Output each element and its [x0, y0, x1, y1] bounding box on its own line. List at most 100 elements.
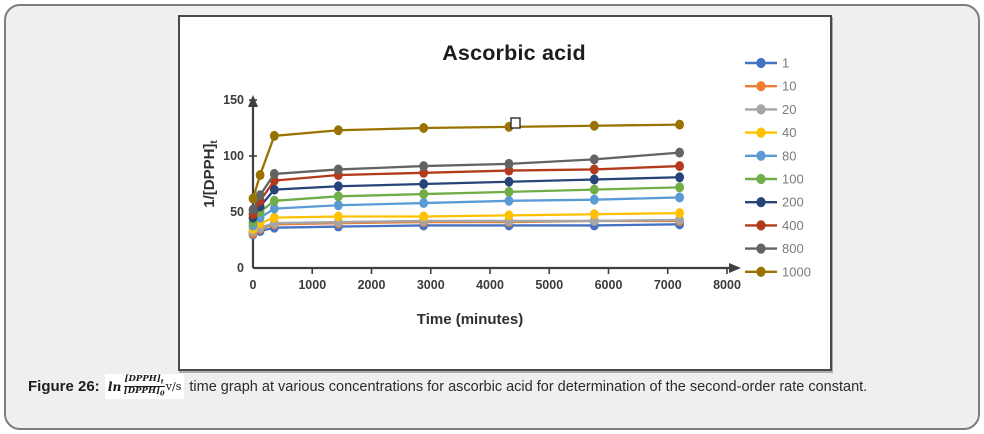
legend-marker: [756, 150, 766, 161]
legend-label: 20: [782, 102, 796, 117]
series-marker-1000: [675, 119, 684, 130]
legend-marker: [756, 197, 766, 208]
legend-item-200: 200: [745, 195, 804, 210]
legend-marker: [756, 81, 766, 92]
series-marker-80: [589, 194, 599, 205]
series-marker-1000: [589, 120, 599, 131]
chart-plot: 0 1000 2000 3000 4000 5000 6000 7000 80000501001…: [201, 56, 811, 329]
series-marker-1000: [269, 130, 279, 141]
legend-item-40: 40: [745, 125, 796, 140]
series-marker-200: [419, 179, 429, 189]
series-marker-80: [504, 195, 514, 206]
series-marker-100: [419, 189, 429, 200]
series-marker-800: [255, 190, 265, 201]
figure-caption: Figure 26: ln [DPPH]t [DPPH]0 v/s time grap…: [28, 374, 964, 400]
legend-marker: [756, 104, 766, 115]
series-marker-100: [504, 186, 514, 197]
series-marker-40: [333, 211, 343, 222]
x-tick-label: 6000: [595, 278, 623, 292]
legend-marker: [756, 220, 766, 231]
series-marker-80: [419, 198, 429, 209]
legend-item-800: 800: [745, 241, 804, 256]
series-marker-100: [269, 195, 279, 206]
series-marker-40: [675, 208, 684, 219]
axes: 0 1000 2000 3000 4000 5000 6000 7000 8000 0 50 100 1…: [223, 93, 741, 292]
x-tick-label: 7000: [654, 278, 682, 292]
series-marker-40: [269, 212, 279, 223]
legend-label: 80: [782, 148, 796, 163]
legend-marker: [756, 266, 766, 277]
legend-label: 400: [782, 218, 804, 233]
x-tick-label: 0: [250, 278, 257, 292]
series-marker-800: [333, 164, 343, 175]
series-marker-1000: [333, 125, 343, 136]
series-line-1: [252, 223, 680, 236]
legend-item-100: 100: [745, 172, 804, 187]
series-marker-400: [675, 161, 684, 172]
series-marker-40: [504, 210, 514, 221]
legend-label: 800: [782, 241, 804, 256]
data-series: [248, 119, 684, 240]
series-marker-1000: [248, 193, 258, 204]
figure-frame: 0 1000 2000 3000 4000 5000 6000 7000 8000 0 50 100 1…: [4, 4, 980, 430]
series-marker-100: [333, 191, 343, 202]
x-tick-label: 2000: [358, 278, 386, 292]
legend: 1 10 20 40 80 100 200 400 800 1000: [745, 56, 811, 279]
legend-label: 40: [782, 125, 796, 140]
legend-label: 200: [782, 195, 804, 210]
series-marker-800: [675, 147, 684, 158]
legend-marker: [756, 57, 766, 69]
series-marker-200: [675, 172, 684, 183]
legend-item-1000: 1000: [745, 264, 811, 279]
series-marker-40: [419, 211, 429, 222]
x-axis-title: Time (minutes): [417, 311, 523, 328]
series-marker-80: [269, 203, 279, 214]
series-marker-800: [504, 158, 514, 169]
x-tick-label: 3000: [417, 278, 445, 292]
legend-item-10: 10: [745, 79, 796, 94]
legend-label: 100: [782, 172, 804, 187]
legend-label: 1: [782, 56, 789, 71]
legend-marker: [756, 127, 766, 138]
series-marker-800: [589, 154, 599, 165]
formula-vs: v/s: [165, 380, 182, 394]
caption-formula: ln [DPPH]t [DPPH]0 v/s: [104, 374, 185, 400]
formula-ln: ln: [107, 379, 122, 395]
series-marker-100: [589, 184, 599, 195]
series-marker-200: [504, 176, 514, 187]
series-marker-800: [419, 161, 429, 172]
series-marker-40: [589, 209, 599, 220]
chart-title: Ascorbic acid: [442, 41, 586, 65]
legend-label: 1000: [782, 264, 811, 279]
caption-label: Figure 26:: [28, 378, 100, 396]
legend-item-400: 400: [745, 218, 804, 233]
chart-card: 0 1000 2000 3000 4000 5000 6000 7000 8000 0 50 100 1…: [178, 15, 832, 371]
series-marker-800: [269, 168, 279, 179]
legend-marker: [756, 243, 766, 254]
x-tick-label: 4000: [476, 278, 504, 292]
series-marker-800: [248, 204, 258, 215]
formula-fraction: [DPPH]t [DPPH]0: [123, 374, 165, 398]
series-marker-100: [675, 182, 684, 193]
series-marker-1000: [255, 170, 265, 181]
series-marker-1000: [419, 123, 429, 133]
legend-item-80: 80: [745, 148, 796, 163]
caption-text: time graph at various concentrations for…: [189, 378, 868, 395]
legend-marker: [756, 173, 766, 185]
series-marker-80: [333, 200, 343, 211]
series-marker-200: [333, 181, 343, 192]
stray-square: [510, 117, 521, 129]
y-tick-label: 100: [223, 149, 244, 163]
y-tick-label: 0: [237, 261, 244, 275]
y-tick-label: 50: [230, 205, 244, 219]
series-line-1000: [251, 123, 680, 199]
series-marker-200: [269, 184, 279, 195]
x-tick-label: 5000: [535, 278, 563, 292]
x-tick-label: 8000: [713, 278, 741, 292]
series-marker-200: [589, 174, 599, 185]
legend-label: 10: [782, 79, 796, 94]
x-tick-label: 1000: [298, 278, 326, 292]
y-tick-label: 150: [223, 93, 244, 107]
legend-item-1: 1: [745, 56, 789, 71]
y-axis-title: 1/[DPPH]t: [201, 140, 220, 208]
